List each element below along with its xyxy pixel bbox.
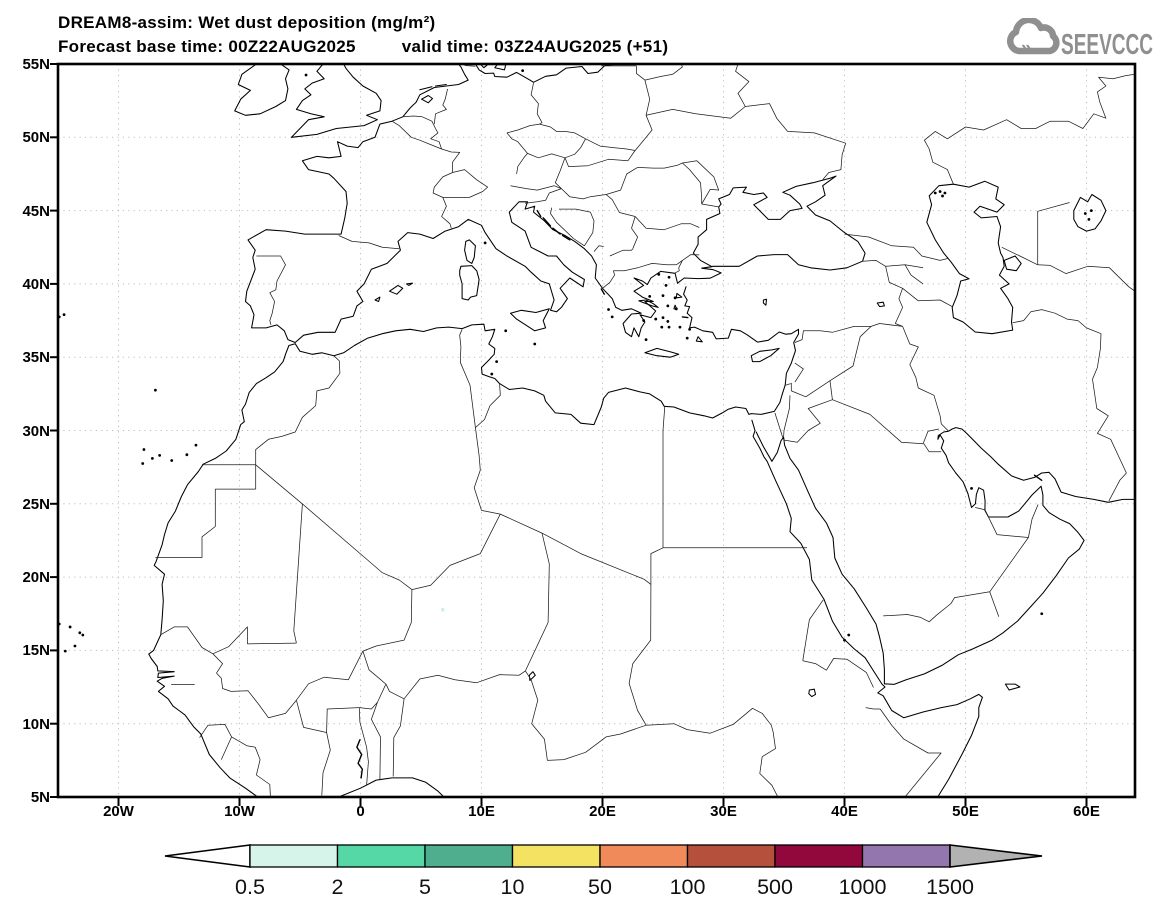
coastlines: [58, 64, 1135, 797]
lat-tick-label: 35N: [0, 349, 50, 366]
lat-tick-label: 20N: [0, 569, 50, 586]
lat-tick-label: 10N: [0, 716, 50, 733]
seevccc-logo: » SEEVCCC: [997, 18, 1157, 62]
deposition-spot: [441, 608, 444, 612]
colorbar-segment: [863, 845, 951, 867]
lon-tick-label: 50E: [952, 803, 979, 820]
lon-tick-label: 10E: [468, 803, 495, 820]
lon-tick-label: 0: [356, 803, 364, 820]
colorbar-segment: [425, 845, 513, 867]
lat-tick-label: 5N: [0, 789, 50, 806]
colorbar-tick-label: 1500: [926, 875, 974, 899]
colorbar-segment: [250, 845, 338, 867]
colorbar-segment: [338, 845, 426, 867]
colorbar-tick-label: 2: [332, 875, 344, 899]
lat-tick-label: 45N: [0, 203, 50, 220]
colorbar-tick-label: 10: [501, 875, 525, 899]
colorbar-left-arrow: [165, 845, 250, 867]
lon-tick-label: 20E: [589, 803, 616, 820]
cloud-with-chevrons-icon: »: [1010, 20, 1056, 59]
lat-tick-label: 15N: [0, 642, 50, 659]
colorbar-tick-label: 0.5: [235, 875, 265, 899]
lat-tick-label: 55N: [0, 56, 50, 73]
map-linework: [58, 64, 1135, 797]
colorbar-legend: 0.5 2 5 10 50 100 500 1000 1500: [150, 838, 1060, 902]
lon-tick-label: 40E: [831, 803, 858, 820]
map-canvas: [58, 64, 1135, 797]
page-title: DREAM8-assim: Wet dust deposition (mg/m²…: [58, 13, 436, 33]
svg-text:»: »: [1021, 38, 1032, 59]
axis-ticks: [50, 64, 1087, 806]
forecast-base-time: Forecast base time: 00Z22AUG2025: [58, 37, 356, 56]
lon-tick-label: 20W: [103, 803, 134, 820]
colorbar-tick-label: 50: [588, 875, 612, 899]
colorbar-right-arrow: [950, 845, 1042, 867]
colorbar-segment: [513, 845, 601, 867]
lon-tick-label: 30E: [710, 803, 737, 820]
graticule-grid: [58, 64, 1135, 797]
lon-tick-label: 60E: [1073, 803, 1100, 820]
lat-tick-label: 30N: [0, 423, 50, 440]
colorbar-tick-label: 500: [757, 875, 793, 899]
valid-time: valid time: 03Z24AUG2025 (+51): [402, 37, 668, 56]
colorbar-segment: [775, 845, 863, 867]
map-frame: [58, 64, 1135, 797]
lat-tick-label: 40N: [0, 276, 50, 293]
logo-text: SEEVCCC: [1061, 29, 1153, 61]
lat-tick-label: 50N: [0, 129, 50, 146]
colorbar-segment: [688, 845, 776, 867]
lon-tick-label: 10W: [224, 803, 255, 820]
lat-tick-label: 25N: [0, 496, 50, 513]
colorbar-tick-label: 1000: [839, 875, 887, 899]
map-area: [58, 64, 1135, 797]
dust-forecast-page: DREAM8-assim: Wet dust deposition (mg/m²…: [0, 0, 1165, 907]
colorbar-segment: [600, 845, 688, 867]
colorbar-tick-label: 100: [670, 875, 706, 899]
subtitle: Forecast base time: 00Z22AUG2025 valid ti…: [58, 37, 668, 57]
colorbar-tick-label: 5: [419, 875, 431, 899]
